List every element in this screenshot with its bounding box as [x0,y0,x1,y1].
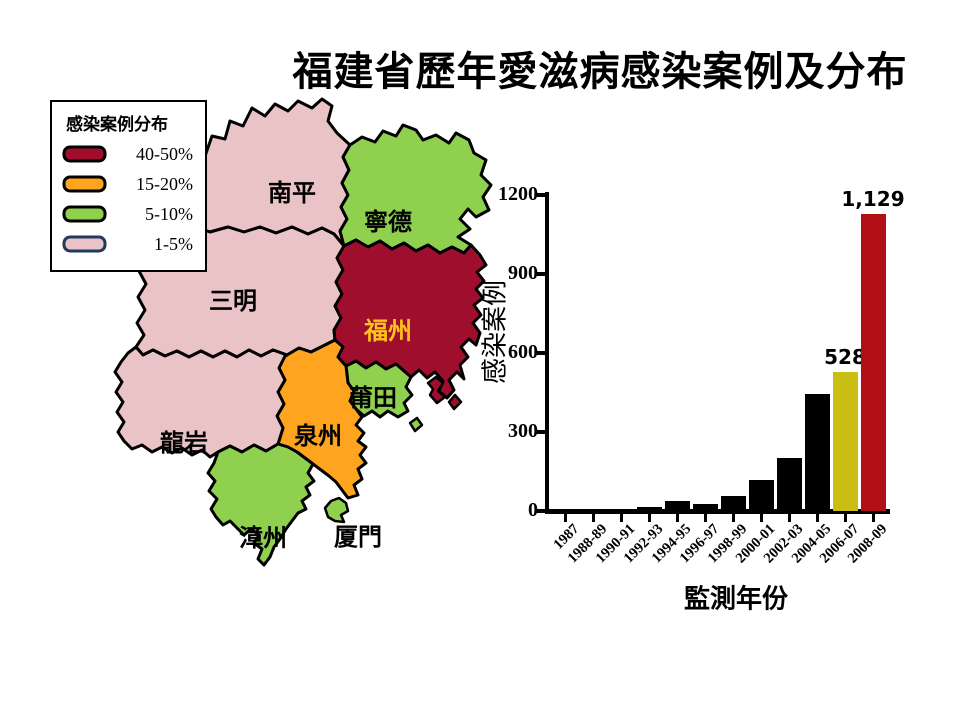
region-label-xiamen: 厦門 [334,525,382,551]
legend-swatch-15-20-icon [62,175,107,193]
legend-title: 感染案例分布 [66,115,168,134]
x-tick [703,514,707,522]
region-label-longyan: 龍岩 [160,429,208,457]
legend-label: 5-10% [145,204,193,224]
bar-2000-01 [748,479,774,511]
x-tick [787,514,791,522]
legend-item: 5-10% [62,204,195,225]
x-tick-label: 1987 [550,521,583,553]
x-tick [675,514,679,522]
region-xiamen-island [323,496,350,524]
region-label-putian: 莆田 [349,385,397,412]
region-label-fuzhou: 福州 [363,318,412,345]
x-tick-label: 2002-03 [760,521,807,567]
region-label-nanping: 南平 [268,180,316,207]
x-tick-label: 2006-07 [816,521,863,567]
map-legend: 感染案例分布 40-50% 15-20% 5-10% 1-5% [50,100,207,272]
x-tick-label: 2000-01 [732,521,779,567]
fuzhou-islet-1 [426,375,447,405]
y-tick [537,272,546,276]
bar-1987 [552,509,578,511]
x-tick-label: 2004-05 [788,521,835,567]
x-tick [759,514,763,522]
legend-item: 40-50% [62,144,195,165]
region-ningde [338,123,493,255]
y-tick [537,193,546,197]
bar-value-label: 528 [824,344,866,369]
legend-label: 40-50% [136,144,193,164]
legend-swatch-40-50-icon [62,145,107,163]
x-tick [871,514,875,522]
bar-value-label: 1,129 [841,186,905,211]
fuzhou-islet-2 [447,393,463,411]
legend-label: 15-20% [136,174,193,194]
legend-swatch-5-10-icon [62,205,107,223]
x-tick [843,514,847,522]
bar-2002-03 [776,457,802,511]
x-tick-label: 1992-93 [620,521,667,567]
region-zhangzhou [206,442,316,567]
legend-item: 15-20% [62,174,195,195]
x-tick [619,514,623,522]
bar-1994-95 [664,501,690,511]
y-axis-line [545,192,549,514]
y-tick [537,351,546,355]
page-title: 福建省歷年愛滋病感染案例及分布 [292,49,908,94]
x-tick-label: 1994-95 [648,521,695,567]
region-label-sanming: 三明 [209,288,257,315]
bar-1988-89 [580,509,606,511]
bar-1996-97 [692,503,718,511]
bar-2004-05 [804,393,830,511]
x-tick-label: 1996-97 [676,521,723,567]
y-tick [537,509,546,513]
legend-swatch-1-5-icon [62,235,107,253]
region-label-ningde: 寧德 [364,208,412,236]
bar-2006-07 [832,371,858,511]
x-tick [815,514,819,522]
x-tick-label: 2008-09 [844,521,891,567]
legend-item: 1-5% [62,234,195,255]
x-tick-label: 1988-89 [564,521,611,567]
x-tick-label: 1990-91 [592,521,639,567]
y-tick [537,430,546,434]
bar-2008-09 [860,213,886,511]
x-tick [731,514,735,522]
x-axis-title: 監測年份 [683,584,789,614]
x-tick [563,514,567,522]
x-tick-label: 1998-99 [704,521,751,567]
bar-1992-93 [636,506,662,511]
bar-1990-91 [608,508,634,511]
putian-islet [408,416,424,433]
region-label-zhangzhou: 漳州 [239,524,287,552]
x-axis-line [545,509,890,514]
x-tick [591,514,595,522]
bar-1998-99 [720,495,746,511]
region-label-quanzhou: 泉州 [294,422,342,450]
legend-label: 1-5% [154,234,193,254]
x-tick [647,514,651,522]
